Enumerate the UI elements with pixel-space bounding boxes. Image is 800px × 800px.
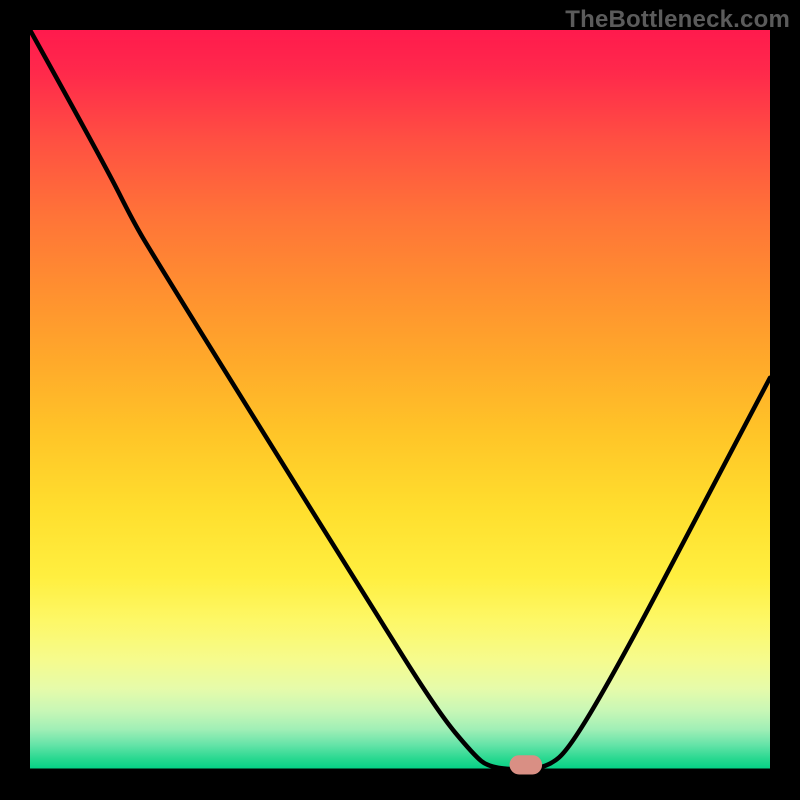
watermark-text: TheBottleneck.com	[565, 6, 790, 34]
plot-background	[30, 30, 770, 770]
chart-frame: TheBottleneck.com	[0, 0, 800, 800]
optimal-marker	[510, 755, 543, 774]
bottleneck-chart	[0, 0, 800, 800]
